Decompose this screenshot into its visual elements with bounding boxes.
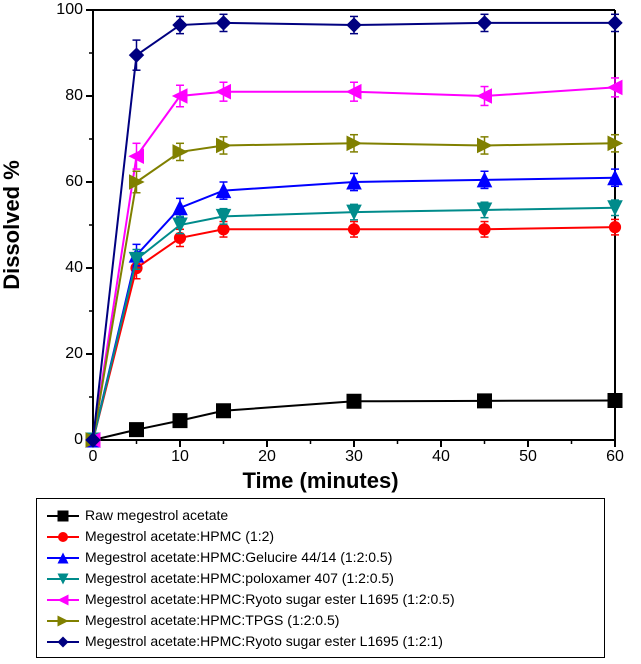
- legend-swatch: [47, 551, 79, 565]
- legend-label: Megestrol acetate:HPMC:TPGS (1:2:0.5): [85, 610, 339, 631]
- legend-item: Megestrol acetate:HPMC:TPGS (1:2:0.5): [47, 610, 594, 631]
- legend-item: Megestrol acetate:HPMC:Gelucire 44/14 (1…: [47, 547, 594, 568]
- legend-label: Megestrol acetate:HPMC (1:2): [85, 526, 274, 547]
- y-axis-title: Dissolved %: [0, 160, 25, 290]
- legend-label: Raw megestrol acetate: [85, 505, 228, 526]
- legend-label: Megestrol acetate:HPMC:Ryoto sugar ester…: [85, 631, 443, 652]
- y-tick: 60: [43, 173, 83, 191]
- legend-swatch: [47, 572, 79, 586]
- x-tick: 10: [160, 448, 200, 466]
- legend-item: Megestrol acetate:HPMC (1:2): [47, 526, 594, 547]
- legend-swatch: [47, 635, 79, 649]
- x-tick: 60: [595, 448, 635, 466]
- y-tick: 80: [43, 87, 83, 105]
- x-tick: 0: [73, 448, 113, 466]
- legend-swatch: [47, 509, 79, 523]
- dissolution-chart: [0, 0, 641, 460]
- y-tick: 20: [43, 345, 83, 363]
- legend: Raw megestrol acetateMegestrol acetate:H…: [36, 498, 605, 658]
- x-tick: 20: [247, 448, 287, 466]
- legend-swatch: [47, 614, 79, 628]
- x-tick: 40: [421, 448, 461, 466]
- legend-swatch: [47, 530, 79, 544]
- legend-item: Megestrol acetate:HPMC:Ryoto sugar ester…: [47, 589, 594, 610]
- legend-label: Megestrol acetate:HPMC:poloxamer 407 (1:…: [85, 568, 394, 589]
- legend-item: Raw megestrol acetate: [47, 505, 594, 526]
- legend-item: Megestrol acetate:HPMC:Ryoto sugar ester…: [47, 631, 594, 652]
- legend-swatch: [47, 593, 79, 607]
- x-tick: 50: [508, 448, 548, 466]
- legend-label: Megestrol acetate:HPMC:Ryoto sugar ester…: [85, 589, 455, 610]
- y-tick: 40: [43, 259, 83, 277]
- y-tick: 100: [43, 1, 83, 19]
- x-axis-title: Time (minutes): [0, 468, 641, 494]
- legend-label: Megestrol acetate:HPMC:Gelucire 44/14 (1…: [85, 547, 392, 568]
- series: [86, 78, 622, 447]
- series: [87, 219, 620, 445]
- y-tick: 0: [43, 431, 83, 449]
- legend-item: Megestrol acetate:HPMC:poloxamer 407 (1:…: [47, 568, 594, 589]
- series: [86, 393, 622, 447]
- x-tick: 30: [334, 448, 374, 466]
